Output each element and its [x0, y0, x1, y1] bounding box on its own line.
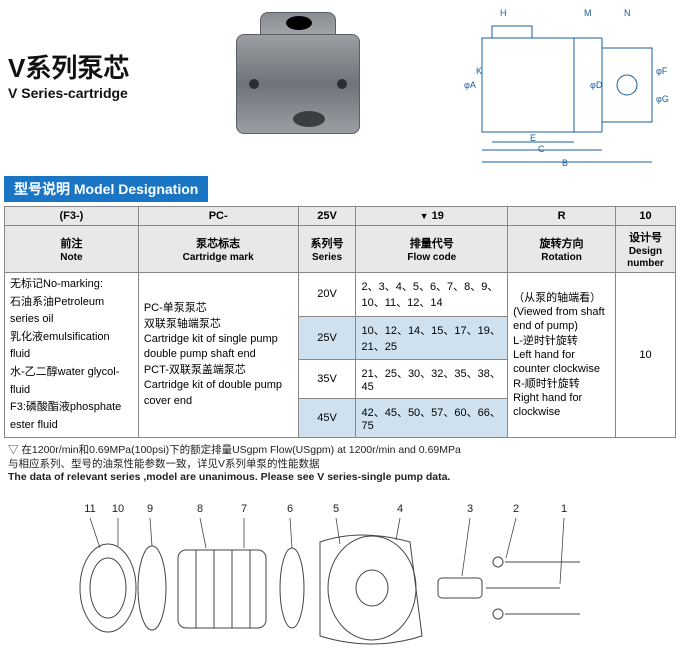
exploded-label: 5: [333, 503, 339, 515]
cartridge-base: [293, 111, 325, 127]
bolt-hole: [249, 79, 259, 89]
dropdown-icon: ▼: [420, 211, 429, 221]
dim-A: φA: [464, 80, 476, 90]
exploded-label: 8: [197, 503, 203, 515]
dim-F: φF: [656, 66, 668, 76]
bolt-hole: [337, 79, 347, 89]
cell-cart: PC-单泵泵芯 双联泵轴端泵芯 Cartridge kit of single …: [138, 273, 298, 438]
title-chinese: V系列泵芯: [8, 48, 129, 85]
cell-rot: （从泵的轴端看） (Viewed from shaft end of pump)…: [508, 273, 616, 438]
cartridge-body: [236, 34, 360, 134]
cell-flow: 21、25、30、32、35、38、45: [356, 360, 508, 399]
dim-N: N: [624, 8, 631, 18]
dim-B: B: [562, 158, 568, 168]
footnote-line3: The data of relevant series ,model are u…: [8, 471, 672, 484]
sub-cart: 泵芯标志Cartridge mark: [138, 226, 298, 273]
exploded-label: 10: [112, 503, 124, 515]
title-block: V系列泵芯 V Series-cartridge: [8, 48, 129, 101]
cell-series: 35V: [298, 360, 356, 399]
cell-series: 20V: [298, 273, 356, 317]
spec-table: (F3-) PC- 25V ▼ 19 R 10 前注Note 泵芯标志Cartr…: [4, 206, 676, 438]
cell-flow: 10、12、14、15、17、19、21、25: [356, 316, 508, 360]
product-photo: [226, 6, 370, 172]
dim-K: K: [476, 66, 482, 76]
head-flow: ▼ 19: [356, 207, 508, 226]
exploded-label: 11: [84, 503, 95, 515]
cartridge-port: [286, 16, 312, 30]
dim-C: C: [538, 144, 545, 154]
sub-design: 设计号Design number: [615, 226, 675, 273]
dim-D: φD: [590, 80, 603, 90]
cell-flow: 2、3、4、5、6、7、8、9、10、11、12、14: [356, 273, 508, 317]
exploded-label: 2: [513, 503, 519, 515]
cell-design: 10: [615, 273, 675, 438]
exploded-label: 1: [561, 503, 567, 515]
model-designation-banner: 型号说明 Model Designation: [4, 176, 208, 202]
footnote-line2: 与相应系列、型号的油泵性能参数一致，详见V系列单泵的性能数据: [8, 458, 672, 471]
head-cart: PC-: [138, 207, 298, 226]
cell-flow: 42、45、50、57、60、66、75: [356, 399, 508, 438]
footnote-line1: ▽ 在1200r/min和0.69MPa(100psi)下的额定排量USgpm …: [8, 444, 461, 456]
cell-note: 无标记No-marking: 石油系油Petroleum series oil …: [5, 273, 139, 438]
dim-H: H: [500, 8, 507, 18]
dim-E: E: [530, 133, 536, 143]
dim-G: φG: [656, 94, 669, 104]
sub-rot: 旋转方向Rotation: [508, 226, 616, 273]
sub-series: 系列号Series: [298, 226, 356, 273]
sub-note: 前注Note: [5, 226, 139, 273]
footnote: ▽ 在1200r/min和0.69MPa(100psi)下的额定排量USgpm …: [8, 444, 672, 484]
title-english: V Series-cartridge: [8, 85, 129, 101]
head-flow-text: 19: [432, 210, 444, 222]
exploded-label: 3: [467, 503, 473, 515]
exploded-label: 9: [147, 503, 153, 515]
dim-M: M: [584, 8, 592, 18]
head-design: 10: [615, 207, 675, 226]
exploded-label: 4: [397, 503, 403, 515]
table-header-row: (F3-) PC- 25V ▼ 19 R 10: [5, 207, 676, 226]
cell-series: 45V: [298, 399, 356, 438]
table-subheader-row: 前注Note 泵芯标志Cartridge mark 系列号Series 排量代号…: [5, 226, 676, 273]
table-row: 无标记No-marking: 石油系油Petroleum series oil …: [5, 273, 676, 317]
exploded-label: 6: [287, 503, 293, 515]
sub-flow: 排量代号Flow code: [356, 226, 508, 273]
head-rot: R: [508, 207, 616, 226]
exploded-label: 7: [241, 503, 247, 515]
head-series: 25V: [298, 207, 356, 226]
header-area: V系列泵芯 V Series-cartridge: [0, 0, 680, 174]
exploded-view-diagram: 11 10 9 8 7 6 5 4 3 2 1: [0, 488, 680, 660]
head-note: (F3-): [5, 207, 139, 226]
cell-series: 25V: [298, 316, 356, 360]
technical-drawing: H M N φA K φD φF φG E C B: [456, 4, 676, 170]
